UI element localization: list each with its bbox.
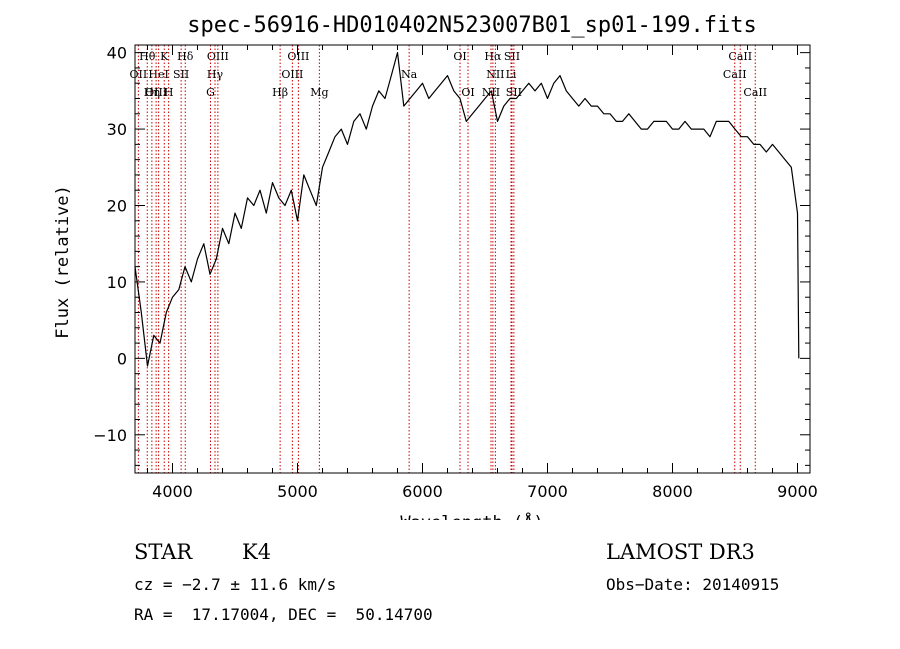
- line-label-24: SII: [506, 86, 522, 99]
- line-label-27: CaII: [743, 86, 767, 99]
- y-tick-label-3: 20: [107, 197, 127, 216]
- plot-frame: [134, 44, 811, 474]
- y-tick-label-5: 40: [107, 44, 127, 63]
- x-tick-label-0: 4000: [152, 482, 193, 501]
- line-label-5: SII: [173, 68, 189, 81]
- line-label-19: Hα: [484, 50, 502, 63]
- axis-layer: 4000 5000 6000 7000 8000 9000 −10 0 10 20 30 40: [93, 44, 818, 501]
- line-label-10: Hγ: [207, 68, 224, 81]
- line-label-16: Na: [401, 68, 418, 81]
- x-axis-label: Wavelength (Å): [400, 511, 543, 520]
- line-label-8: H: [164, 86, 174, 99]
- line-label-26: CaII: [723, 68, 747, 81]
- spectrum-chart: spec-56916-HD010402N523007B01_sp01-199.f…: [53, 13, 818, 520]
- line-label-18: OI: [461, 86, 474, 99]
- line-label-11: G: [206, 86, 215, 99]
- line-label-9: OIII: [207, 50, 229, 63]
- line-label-4: HeI: [148, 68, 168, 81]
- x-tick-label-4: 8000: [652, 482, 693, 501]
- y-tick-label-1: 0: [117, 349, 127, 368]
- x-tick-label-1: 5000: [277, 482, 318, 501]
- line-label-12: OIII: [287, 50, 309, 63]
- line-label-22: Li: [506, 68, 517, 81]
- line-label-20: SII: [504, 50, 520, 63]
- line-label-17: OI: [453, 50, 466, 63]
- object-subclass: K4: [242, 540, 272, 564]
- line-label-3: OII: [130, 68, 148, 81]
- chart-title: spec-56916-HD010402N523007B01_sp01-199.f…: [187, 13, 757, 38]
- line-label-15: Mg: [310, 86, 328, 99]
- line-label-2: Hδ: [177, 50, 194, 63]
- y-tick-label-2: 10: [107, 273, 127, 292]
- survey-name: LAMOST DR3: [606, 540, 755, 564]
- object-class: STAR: [134, 540, 193, 564]
- redshift-velocity: cz = −2.7 ± 11.6 km/s: [134, 575, 337, 594]
- observation-date: Obs−Date: 20140915: [606, 575, 780, 594]
- x-tick-label-3: 7000: [527, 482, 568, 501]
- line-label-7: Hη: [144, 86, 160, 99]
- coordinates: RA = 17.17004, DEC = 50.14700: [134, 605, 433, 624]
- line-label-6: OIII: [145, 86, 167, 99]
- y-axis-label: Flux (relative): [53, 185, 73, 339]
- line-label-21: NII: [486, 68, 504, 81]
- spectrum-series-0: [134, 51, 800, 367]
- y-tick-label-0: −10: [93, 426, 127, 445]
- x-tick-label-5: 9000: [777, 482, 818, 501]
- line-label-0: Hθ: [139, 50, 156, 63]
- y-tick-label-4: 30: [107, 120, 127, 139]
- x-tick-label-2: 6000: [402, 482, 443, 501]
- line-label-14: Hβ: [272, 86, 288, 99]
- line-label-13: OIII: [281, 68, 303, 81]
- line-label-23: NII: [482, 86, 500, 99]
- line-label-25: CaII: [728, 50, 752, 63]
- line-label-1: K: [160, 50, 169, 63]
